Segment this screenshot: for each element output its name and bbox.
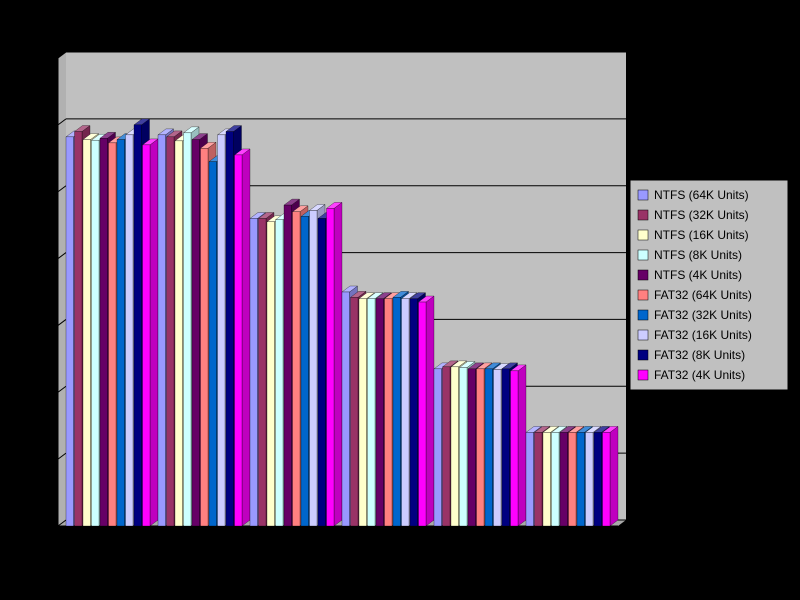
legend-swatch [638, 370, 648, 380]
legend-swatch [638, 270, 648, 280]
bar [603, 426, 619, 526]
bar [327, 202, 343, 526]
legend-label: NTFS (64K Units) [654, 188, 749, 202]
legend-label: NTFS (32K Units) [654, 208, 749, 222]
bar [511, 365, 527, 526]
legend-swatch [638, 250, 648, 260]
legend: NTFS (64K Units) NTFS (32K Units) NTFS (16… [630, 180, 788, 390]
legend-label: FAT32 (4K Units) [654, 368, 745, 382]
chart-container: NTFS (64K Units) NTFS (32K Units) NTFS (16… [0, 0, 800, 600]
legend-swatch [638, 290, 648, 300]
bar-chart: NTFS (64K Units) NTFS (32K Units) NTFS (16… [0, 0, 800, 600]
legend-swatch [638, 330, 648, 340]
bar [235, 149, 251, 526]
legend-label: NTFS (4K Units) [654, 268, 742, 282]
legend-label: FAT32 (16K Units) [654, 328, 752, 342]
legend-label: NTFS (16K Units) [654, 228, 749, 242]
legend-swatch [638, 350, 648, 360]
bar [143, 139, 159, 526]
bar [419, 296, 435, 526]
legend-swatch [638, 310, 648, 320]
legend-swatch [638, 210, 648, 220]
legend-label: NTFS (8K Units) [654, 248, 742, 262]
legend-label: FAT32 (64K Units) [654, 288, 752, 302]
legend-swatch [638, 190, 648, 200]
legend-label: FAT32 (32K Units) [654, 308, 752, 322]
legend-swatch [638, 230, 648, 240]
legend-label: FAT32 (8K Units) [654, 348, 745, 362]
